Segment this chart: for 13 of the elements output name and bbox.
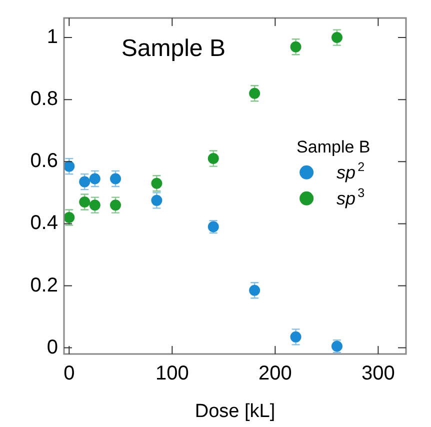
x-axis-title: Dose [kL] (194, 400, 276, 422)
x-tick-label: 200 (258, 362, 292, 385)
y-tick-label: 0.6 (30, 150, 58, 172)
y-tick-label: 0.4 (30, 212, 58, 234)
y-tick-label: 0.2 (30, 274, 58, 296)
legend-title: Sample B (296, 137, 370, 156)
x-tick-label: 100 (155, 362, 189, 385)
text: Sample B (121, 35, 226, 62)
y-tick-label: 0 (46, 336, 58, 358)
x-tick-label: 300 (362, 362, 395, 385)
y-tick-label: 1 (46, 26, 58, 48)
x-tick-label: 0 (64, 362, 75, 385)
y-tick-label: 0.8 (30, 88, 58, 110)
